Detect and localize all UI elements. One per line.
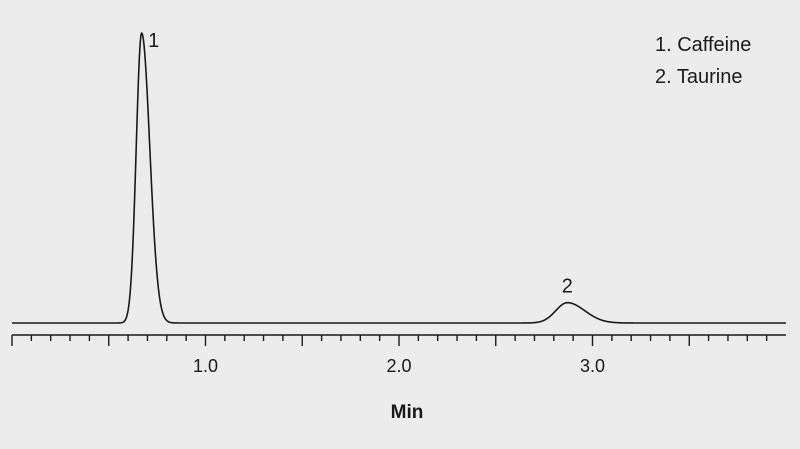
x-axis-tick-labels: 1.0 2.0 3.0 [193,356,605,376]
x-tick-label: 1.0 [193,356,218,376]
x-axis-ticks [11,335,768,346]
legend-item-taurine: 2. Taurine [655,66,742,88]
peak-labels: 12 [148,30,573,298]
peak-label-1: 1 [148,30,159,52]
x-tick-label: 2.0 [386,356,411,376]
x-tick-label: 3.0 [580,356,605,376]
legend-item-caffeine: 1. Caffeine [655,34,751,56]
legend: 1. Caffeine 2. Taurine [655,34,751,88]
chromatogram-trace [11,32,787,324]
peak-label-2: 2 [562,276,573,298]
x-axis-title: Min [391,402,424,423]
